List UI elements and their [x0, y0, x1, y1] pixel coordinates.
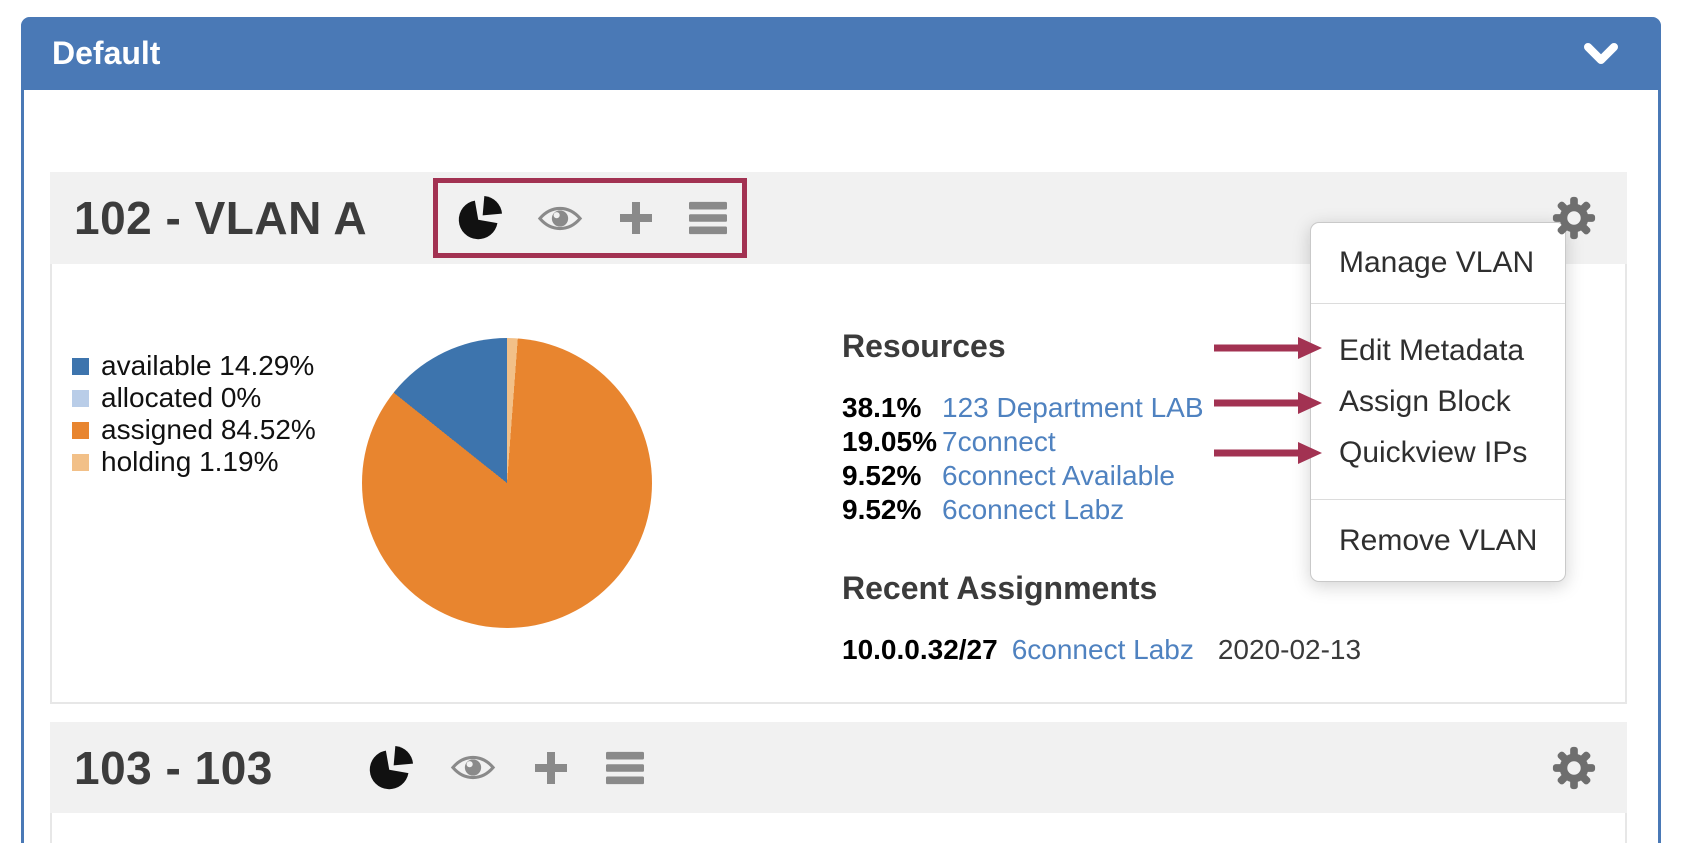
- menu-group: Edit Metadata Assign Block Quickview IPs: [1311, 304, 1565, 499]
- plus-icon[interactable]: [617, 199, 655, 237]
- menu-icon[interactable]: [606, 751, 644, 785]
- legend-item: available 14.29%: [72, 350, 316, 382]
- collapse-button[interactable]: [1583, 41, 1619, 67]
- resource-percent: 19.05%: [842, 426, 937, 457]
- legend-label: available 14.29%: [101, 350, 315, 381]
- legend-label: assigned 84.52%: [101, 414, 316, 445]
- gear-dropdown-menu: Manage VLAN Edit Metadata Assign Block Q…: [1310, 222, 1566, 582]
- resource-row: 19.05% 7connect: [842, 425, 1204, 459]
- assignment-row: 10.0.0.32/27 6connect Labz 2020-02-13: [842, 633, 1361, 667]
- vlan-toolbar-102-annotation-box: [433, 178, 747, 258]
- pie-chart-icon[interactable]: [368, 745, 414, 791]
- legend-swatch: [72, 357, 89, 375]
- panel-title: Default: [52, 35, 161, 71]
- menu-item-edit-metadata[interactable]: Edit Metadata: [1339, 333, 1525, 367]
- assignment-resource-link[interactable]: 6connect Labz: [1011, 634, 1194, 665]
- menu-item-remove-vlan[interactable]: Remove VLAN: [1339, 524, 1538, 557]
- gear-button-102[interactable]: [1551, 195, 1597, 241]
- panel-header: Default: [21, 17, 1661, 90]
- plus-icon[interactable]: [532, 749, 570, 787]
- pie-legend: available 14.29% allocated 0% assigned 84.…: [72, 350, 316, 478]
- assignment-date: 2020-02-13: [1217, 634, 1362, 665]
- chevron-down-icon: [1584, 42, 1618, 64]
- gear-icon: [1552, 196, 1596, 240]
- legend-item: holding 1.19%: [72, 446, 316, 478]
- assignment-cidr: 10.0.0.32/27: [842, 634, 998, 665]
- resource-row: 9.52% 6connect Labz: [842, 493, 1204, 527]
- menu-item-assign-block[interactable]: Assign Block: [1339, 384, 1511, 418]
- eye-icon[interactable]: [537, 202, 583, 235]
- resource-row: 9.52% 6connect Available: [842, 459, 1204, 493]
- eye-icon[interactable]: [450, 751, 496, 784]
- resources-block: Resources 38.1% 123 Department LAB 19.05% 7…: [842, 328, 1204, 527]
- annotation-arrow-edit-metadata: [1212, 335, 1324, 361]
- menu-item-manage-vlan[interactable]: Manage VLAN: [1339, 246, 1535, 279]
- menu-divider: [1311, 303, 1565, 304]
- annotation-arrow-assign-block: [1212, 390, 1324, 416]
- vlan-section-header-103: 103 - 103: [50, 722, 1627, 813]
- resource-link[interactable]: 123 Department LAB: [942, 392, 1204, 423]
- pie-chart-icon[interactable]: [457, 195, 503, 241]
- resource-link[interactable]: 7connect: [942, 426, 1056, 457]
- resource-link[interactable]: 6connect Labz: [942, 494, 1125, 525]
- resource-percent: 9.52%: [842, 494, 922, 525]
- gear-icon: [1552, 746, 1596, 789]
- legend-label: holding 1.19%: [101, 446, 279, 477]
- vlan-toolbar-103: [368, 745, 644, 791]
- gear-button-103[interactable]: [1551, 745, 1597, 791]
- vlan-title-103: 103 - 103: [74, 741, 273, 794]
- legend-item: allocated 0%: [72, 382, 316, 414]
- legend-swatch: [72, 453, 89, 471]
- recent-assignments-heading: Recent Assignments: [842, 570, 1158, 606]
- resource-percent: 38.1%: [842, 392, 922, 423]
- resource-link[interactable]: 6connect Available: [942, 460, 1175, 491]
- menu-item-quickview-ips[interactable]: Quickview IPs: [1339, 435, 1528, 469]
- resource-row: 38.1% 123 Department LAB: [842, 391, 1204, 425]
- legend-swatch: [72, 421, 89, 439]
- legend-item: assigned 84.52%: [72, 414, 316, 446]
- recent-assignments-block: Recent Assignments 10.0.0.32/27 6connect…: [842, 570, 1361, 667]
- vlan-title-102: 102 - VLAN A: [74, 192, 368, 244]
- annotation-arrow-quickview-ips: [1212, 440, 1324, 466]
- menu-divider: [1311, 499, 1565, 500]
- vlan-content-103: [50, 813, 1627, 843]
- resources-heading: Resources: [842, 328, 1006, 364]
- resource-percent: 9.52%: [842, 460, 922, 491]
- legend-swatch: [72, 389, 89, 407]
- legend-label: allocated 0%: [101, 382, 262, 413]
- utilization-pie-chart: [362, 338, 652, 628]
- menu-icon[interactable]: [689, 201, 727, 235]
- resources-rows: 38.1% 123 Department LAB 19.05% 7connect 9.5…: [842, 391, 1204, 527]
